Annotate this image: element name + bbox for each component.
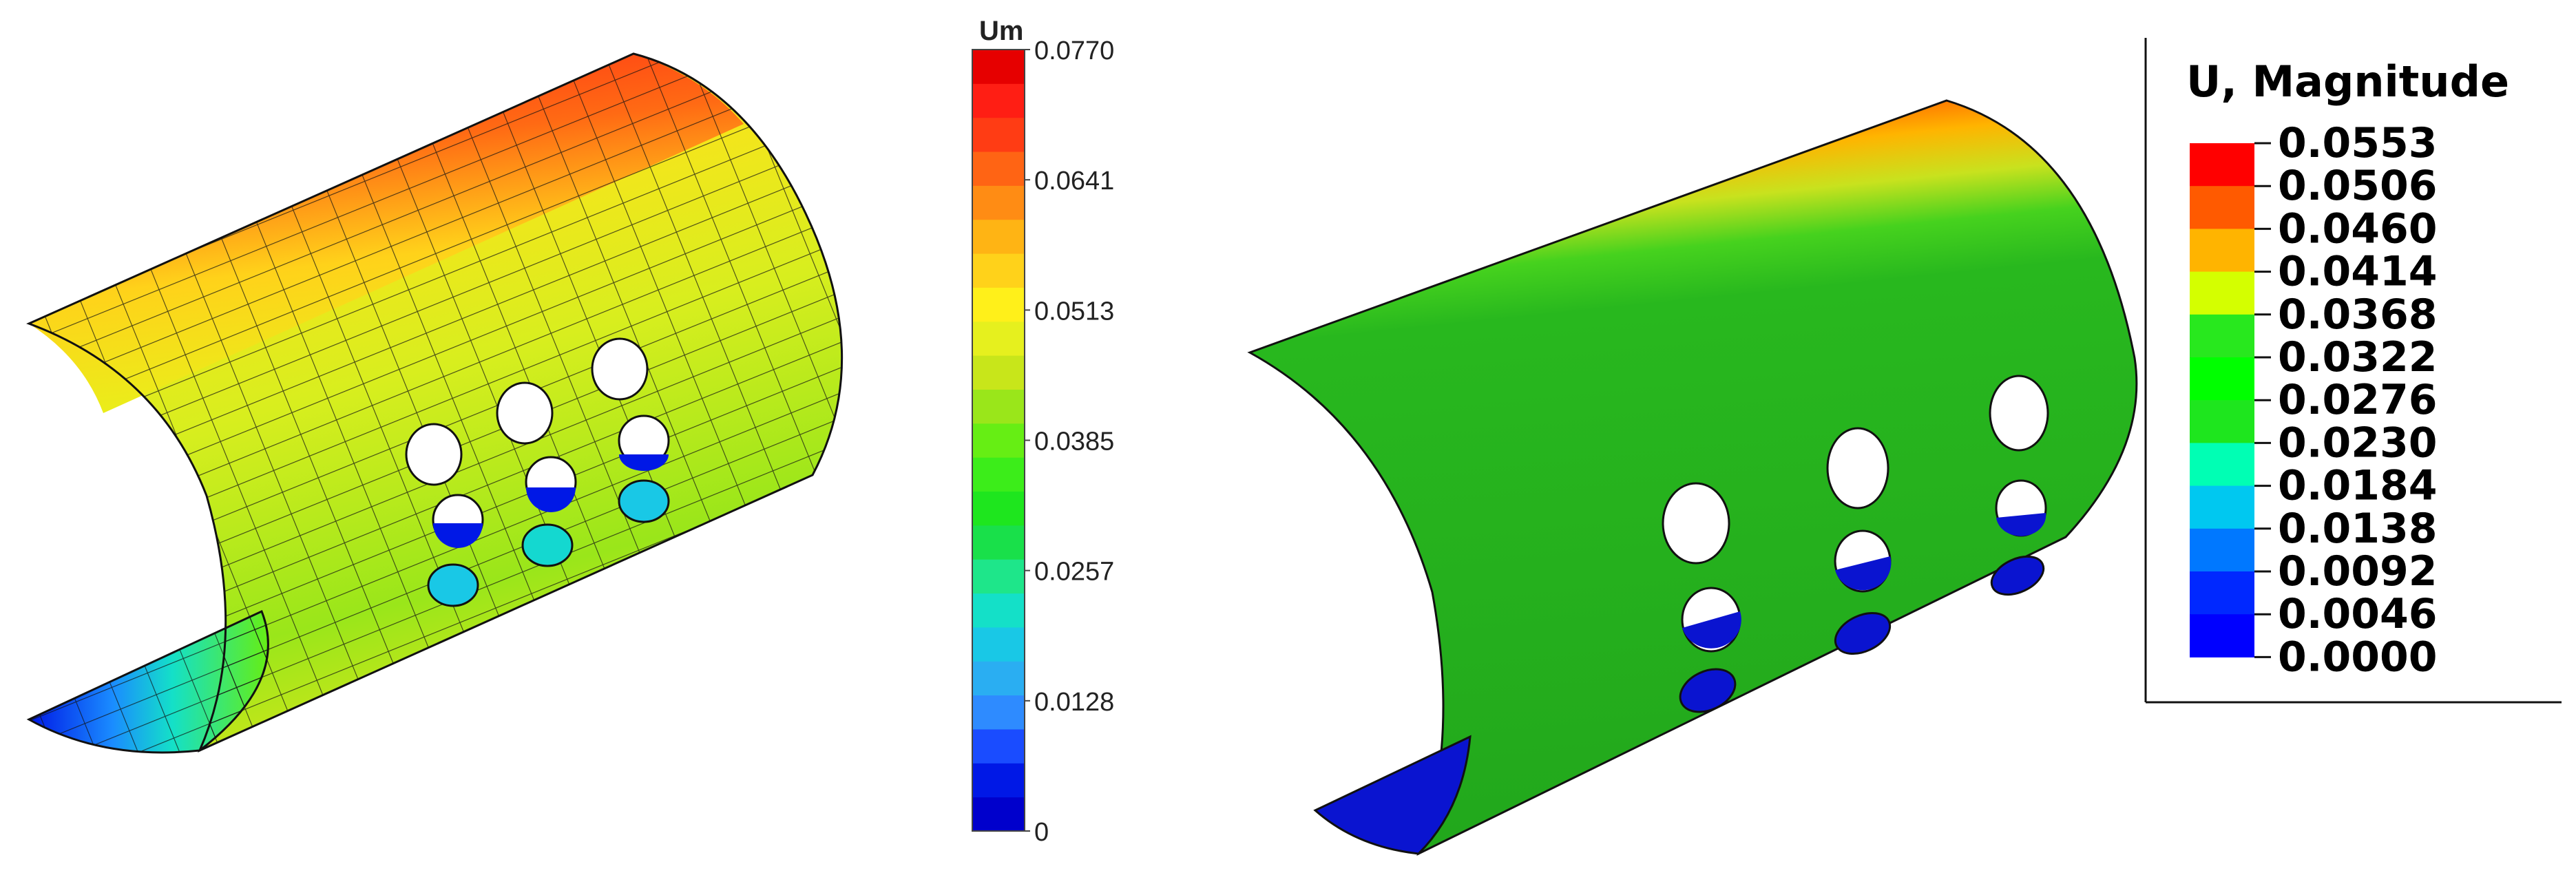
right-legend-swatch (2190, 357, 2254, 401)
right-model-plot (1247, 99, 2138, 856)
right-legend-label: 0.0553 (2278, 119, 2438, 167)
right-legend-swatch (2190, 143, 2254, 187)
left-colorbar-title: Um (979, 16, 1023, 46)
right-legend-label: 0.0000 (2278, 633, 2438, 681)
left-colorbar-swatch (972, 185, 1025, 220)
right-legend-label: 0.0368 (2278, 291, 2438, 339)
left-colorbar-swatch (972, 151, 1025, 186)
left-colorbar-swatch (972, 525, 1025, 560)
left-model-plot (26, 52, 844, 754)
left-colorbar-swatch (972, 219, 1025, 254)
left-colorbar-swatch (972, 50, 1025, 84)
right-legend: U, Magnitude 0.05530.05060.04600.04140.0… (2144, 38, 2562, 704)
right-legend-swatch (2190, 229, 2254, 273)
right-legend-label: 0.0046 (2278, 590, 2438, 638)
left-colorbar-swatch (972, 321, 1025, 356)
left-colorbar-swatch (972, 423, 1025, 458)
left-colorbar-label: 0.0770 (1034, 36, 1114, 65)
right-legend-swatches (2190, 143, 2254, 658)
right-legend-swatch (2190, 314, 2254, 358)
right-legend-swatch (2190, 528, 2254, 572)
right-legend-label: 0.0092 (2278, 547, 2438, 596)
left-colorbar-swatch (972, 117, 1025, 152)
left-colorbar-label: 0.0257 (1034, 558, 1114, 587)
right-legend-swatch (2190, 485, 2254, 529)
right-legend-title: U, Magnitude (2186, 56, 2509, 107)
left-colorbar-swatch (972, 728, 1025, 764)
left-colorbar-swatch (972, 763, 1025, 798)
right-legend-swatch (2190, 614, 2254, 658)
left-colorbar: Um 0.0770 0.0641 0.0513 0.0385 0.0257 0.0128 0 (972, 16, 1114, 847)
right-legend-swatch (2190, 271, 2254, 315)
left-colorbar-label: 0.0128 (1034, 688, 1114, 717)
left-colorbar-swatch (972, 627, 1025, 662)
left-colorbar-swatch (972, 457, 1025, 492)
right-legend-swatch (2190, 443, 2254, 487)
right-legend-label: 0.0460 (2278, 204, 2438, 253)
left-colorbar-swatch (972, 797, 1025, 832)
left-colorbar-label: 0.0385 (1034, 428, 1114, 456)
left-result-panel: Um 0.0770 0.0641 0.0513 0.0385 0.0257 0.0128 0 (26, 16, 1114, 847)
left-colorbar-swatch (972, 559, 1025, 594)
left-colorbar-swatch (972, 695, 1025, 730)
right-legend-labels: 0.05530.05060.04600.04140.03680.03220.02… (2254, 119, 2438, 681)
left-colorbar-swatch (972, 253, 1025, 288)
right-legend-label: 0.0138 (2278, 505, 2438, 553)
right-legend-label: 0.0230 (2278, 419, 2438, 467)
right-result-panel: U, Magnitude 0.0553 0.0506 0.0460 0.0414 0.0… (1226, 0, 2576, 873)
left-colorbar-label: 0.0513 (1034, 297, 1114, 326)
right-legend-label: 0.0506 (2278, 162, 2438, 210)
left-colorbar-swatch (972, 593, 1025, 628)
left-colorbar-swatch (972, 389, 1025, 424)
left-colorbar-label: 0 (1034, 818, 1049, 847)
right-legend-label: 0.0184 (2278, 462, 2438, 510)
right-legend-swatch (2190, 186, 2254, 229)
left-colorbar-swatches (972, 50, 1025, 832)
left-colorbar-swatch (972, 287, 1025, 322)
left-colorbar-swatch (972, 83, 1025, 118)
left-colorbar-swatch (972, 355, 1025, 390)
right-legend-label: 0.0276 (2278, 376, 2438, 424)
left-colorbar-label: 0.0641 (1034, 167, 1114, 196)
right-legend-label: 0.0414 (2278, 248, 2438, 296)
right-legend-swatch (2190, 571, 2254, 615)
left-colorbar-swatch (972, 661, 1025, 696)
right-legend-swatch (2190, 400, 2254, 443)
right-legend-label: 0.0322 (2278, 333, 2438, 381)
left-colorbar-swatch (972, 491, 1025, 526)
left-colorbar-labels: 0.0770 0.0641 0.0513 0.0385 0.0257 0.0128 0 (1025, 36, 1114, 847)
